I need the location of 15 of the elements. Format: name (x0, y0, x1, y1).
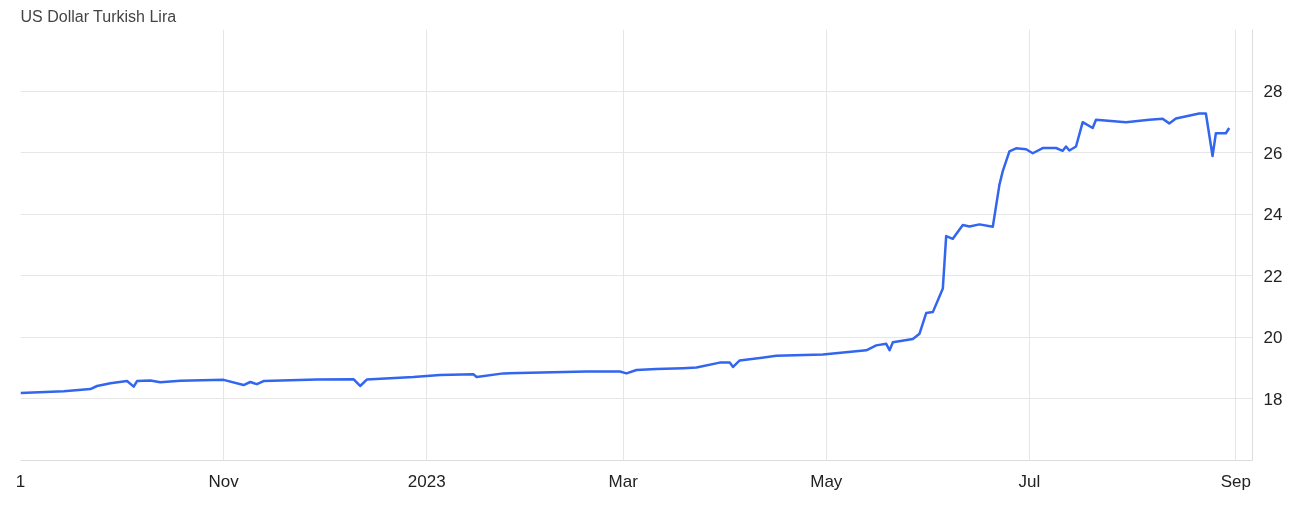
x-tick-label: Mar (608, 471, 639, 491)
x-tick-label: 2023 (407, 471, 446, 491)
y-tick-label: 18 (1263, 389, 1283, 409)
x-tick-label: Sep (1220, 471, 1251, 491)
line-series (20, 112, 1231, 395)
x-tick-label: Jul (1018, 471, 1041, 491)
y-tick-label: 20 (1263, 328, 1283, 348)
y-tick-label: 22 (1263, 266, 1283, 286)
x-tick-label: May (810, 471, 843, 491)
chart-title: US Dollar Turkish Lira (20, 7, 177, 25)
y-tick-label: 28 (1263, 82, 1283, 102)
x-tick-label: Nov (208, 471, 240, 491)
y-tick-label: 24 (1263, 205, 1283, 225)
y-tick-label: 26 (1263, 143, 1283, 163)
x-tick-label: 1 (15, 471, 26, 491)
